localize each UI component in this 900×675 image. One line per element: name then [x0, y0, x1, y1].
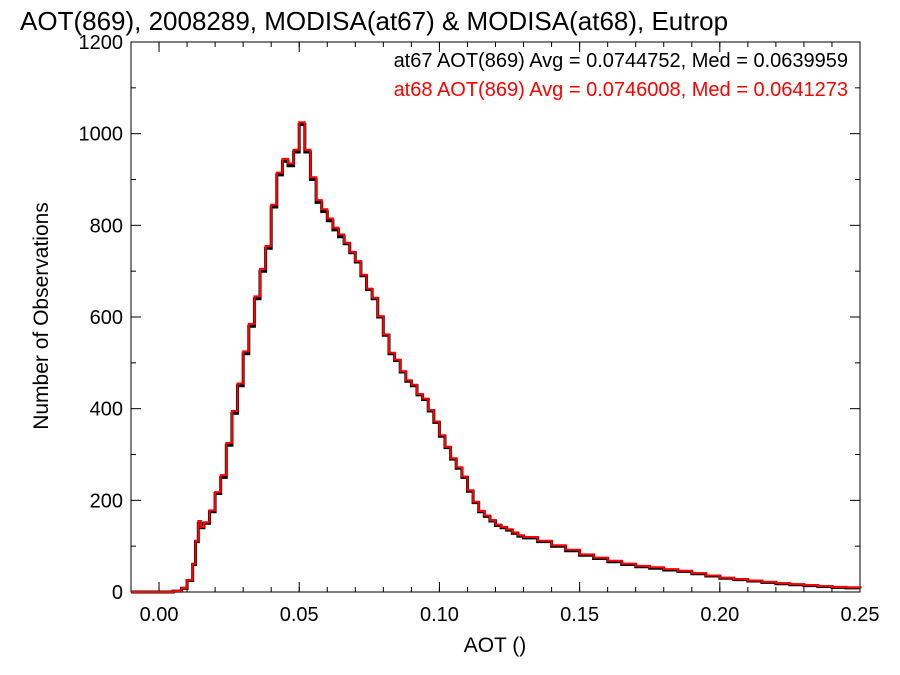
x-tick-label: 0.15 — [560, 604, 599, 626]
y-tick-label: 800 — [90, 215, 123, 237]
x-tick-label: 0.00 — [140, 604, 179, 626]
series-layer — [131, 121, 862, 594]
x-tick-label: 0.10 — [420, 604, 459, 626]
x-tick-label: 0.25 — [841, 604, 880, 626]
y-axis-label: Number of Observations — [30, 202, 53, 430]
legend-entry-at67: at67 AOT(869) Avg = 0.0744752, Med = 0.0… — [394, 50, 848, 72]
series-line-at68 — [131, 121, 861, 593]
y-tick-label: 1000 — [79, 124, 124, 146]
plot-frame — [130, 41, 861, 593]
y-tick-label: 1200 — [79, 32, 124, 54]
y-tick-label: 400 — [90, 399, 123, 421]
y-tick-label: 0 — [112, 582, 123, 604]
plot-border — [130, 41, 861, 593]
x-tick-label: 0.05 — [280, 604, 319, 626]
y-tick-label: 200 — [90, 490, 123, 512]
legend-entry-at68: at68 AOT(869) Avg = 0.0746008, Med = 0.0… — [394, 79, 848, 101]
y-tick-label: 600 — [90, 307, 123, 329]
x-tick-label: 0.20 — [700, 604, 739, 626]
x-axis: 0.00 0.05 0.10 0.15 0.20 0.25 — [130, 42, 880, 626]
y-axis: 0 200 400 600 800 1000 1200 — [79, 32, 860, 604]
x-axis-label: AOT () — [464, 634, 527, 657]
chart-title: AOT(869), 2008289, MODISA(at67) & MODISA… — [20, 6, 728, 36]
